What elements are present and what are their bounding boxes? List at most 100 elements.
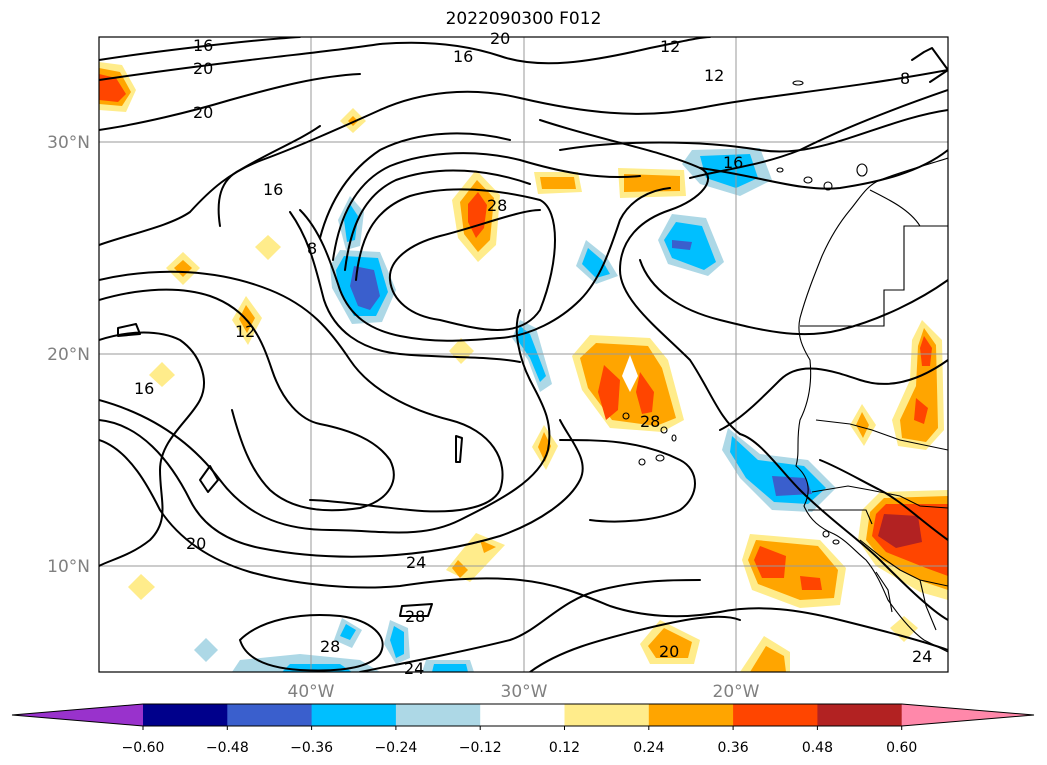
colorbar-box [733, 704, 818, 726]
contour-label: 8 [900, 69, 910, 88]
map-title: 2022090300 F012 [445, 9, 602, 29]
shade-positive [480, 540, 496, 553]
contour-label: 16 [263, 180, 283, 199]
contour-label: 24 [406, 553, 426, 572]
shade-positive [538, 432, 551, 462]
lat-labels: 30°N 20°N 10°N [47, 133, 90, 577]
contour-line [689, 89, 948, 179]
island [792, 80, 804, 86]
shading-layer [99, 62, 948, 672]
lat-label-30n: 30°N [47, 133, 90, 153]
contour-line [355, 188, 556, 331]
border [919, 579, 937, 631]
colorbar-extend-max [901, 704, 1034, 726]
contour-line [99, 288, 395, 512]
contour-line [99, 270, 504, 513]
island [776, 167, 784, 173]
contour-line [99, 73, 361, 131]
colorbar-tick-label: −0.24 [374, 740, 417, 756]
lon-label-30w: 30°W [501, 682, 548, 702]
contour-label: 20 [186, 534, 206, 553]
shade-negative [350, 266, 380, 310]
contour-line [559, 439, 696, 523]
lon-label-20w: 20°W [713, 682, 760, 702]
contour-label: 16 [453, 47, 473, 66]
gridlines [99, 37, 948, 672]
contour-label: 28 [320, 637, 340, 656]
colorbar: −0.60 −0.48 −0.36 −0.24 −0.12 0.12 0.24 0.36 0.4… [11, 703, 1035, 756]
border [811, 485, 948, 509]
shade-positive [99, 74, 126, 102]
contour-label: 28 [487, 196, 507, 215]
colorbar-box [564, 704, 650, 726]
lon-label-40w: 40°W [288, 682, 335, 702]
island [660, 426, 668, 434]
contour-line [559, 109, 948, 153]
shade-positive [900, 328, 938, 442]
contour-line [99, 331, 205, 567]
contour-line [911, 47, 948, 83]
colorbar-tick-label: 0.36 [718, 740, 749, 756]
colorbar-box [648, 704, 734, 726]
shade-positive [128, 574, 155, 600]
contour-line [739, 433, 948, 621]
contour-line [359, 579, 701, 672]
colorbar-tick-label: 0.24 [633, 740, 664, 756]
contour-line [239, 614, 384, 672]
contour-line [819, 459, 948, 541]
contour-line [319, 132, 511, 239]
contour-label: 16 [723, 153, 743, 172]
shade-negative [700, 154, 758, 188]
colorbar-extend-min [12, 704, 143, 726]
shade-positive [856, 412, 869, 438]
shade-positive [636, 372, 654, 414]
shade-positive [754, 546, 786, 578]
shade-neutral [622, 355, 638, 392]
island [803, 176, 813, 184]
shade-positive [446, 533, 505, 582]
shade-positive [800, 576, 822, 590]
island [622, 412, 630, 420]
lon-labels: 40°W 30°W 20°W [288, 682, 760, 702]
island [638, 458, 646, 466]
shade-positive [452, 560, 468, 578]
contour-line [99, 37, 301, 61]
contour-line [639, 259, 948, 336]
coastline [795, 157, 948, 653]
contour-label: 20 [490, 29, 510, 48]
contour-line [344, 169, 531, 271]
contour-line [399, 603, 433, 617]
contour-label: 12 [660, 37, 680, 56]
colorbar-box [143, 704, 228, 726]
contour-label: 12 [704, 66, 724, 85]
colorbar-box [480, 704, 565, 726]
border [808, 509, 873, 525]
contour-label: 8 [307, 239, 317, 258]
border [815, 419, 948, 451]
colorbar-tick-label: −0.48 [206, 740, 249, 756]
shade-positive [255, 235, 281, 260]
shade-positive [878, 514, 922, 548]
shade-negative [340, 624, 356, 640]
border [800, 225, 948, 327]
border [859, 539, 948, 587]
shade-positive [174, 260, 192, 277]
colorbar-box [311, 704, 397, 726]
island [856, 163, 868, 177]
shade-positive [540, 177, 576, 189]
map-frame [98, 36, 949, 673]
contour-line [199, 465, 219, 493]
contour-label: 28 [640, 412, 660, 431]
colorbar-tick-label: −0.36 [290, 740, 333, 756]
contour-line [289, 211, 521, 363]
contour-line [99, 69, 948, 246]
shade-negative [194, 638, 218, 662]
contour-line [99, 37, 711, 81]
contour-label: 16 [193, 36, 213, 55]
contour-line [99, 309, 551, 534]
colorbar-box [817, 704, 903, 726]
island [671, 434, 677, 442]
island [823, 181, 833, 191]
lat-label-20n: 20°N [47, 345, 90, 365]
